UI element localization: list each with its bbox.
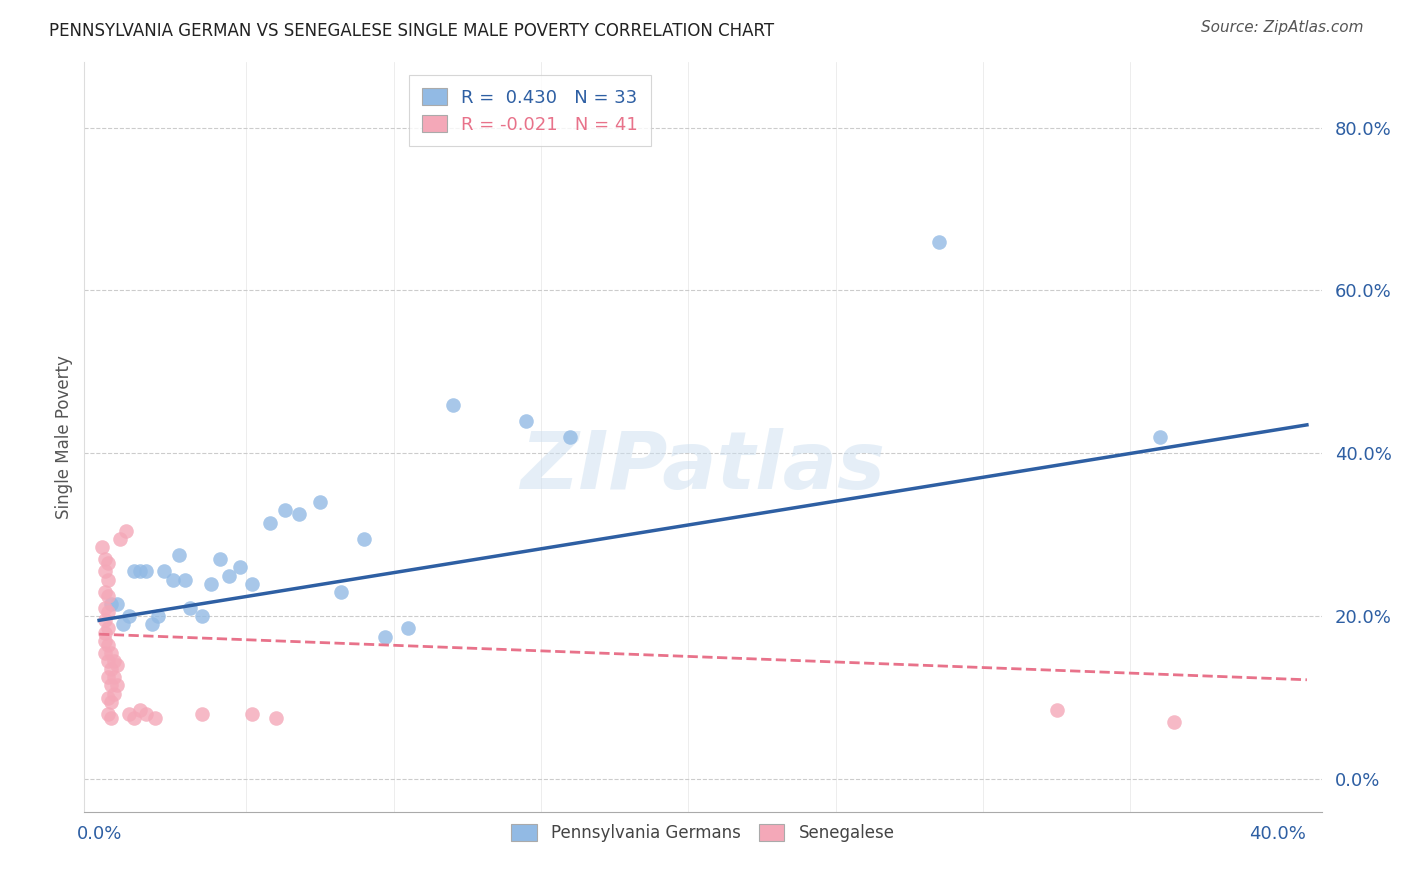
- Point: [117, 609, 139, 624]
- Point: [353, 532, 375, 546]
- Point: [100, 662, 122, 676]
- Y-axis label: Single Male Poverty: Single Male Poverty: [55, 355, 73, 519]
- Point: [105, 597, 128, 611]
- Text: ZIPatlas: ZIPatlas: [520, 428, 886, 506]
- Point: [264, 711, 287, 725]
- Point: [129, 703, 152, 717]
- Point: [259, 516, 281, 530]
- Point: [100, 646, 122, 660]
- Point: [105, 658, 128, 673]
- Point: [396, 622, 419, 636]
- Point: [167, 548, 190, 562]
- Point: [94, 565, 117, 579]
- Point: [1163, 715, 1185, 730]
- Point: [100, 711, 122, 725]
- Point: [173, 573, 195, 587]
- Point: [141, 617, 163, 632]
- Point: [153, 565, 176, 579]
- Point: [105, 678, 128, 692]
- Point: [97, 557, 120, 571]
- Point: [103, 687, 125, 701]
- Point: [94, 613, 117, 627]
- Point: [94, 584, 117, 599]
- Point: [162, 573, 184, 587]
- Point: [515, 414, 537, 428]
- Point: [94, 552, 117, 566]
- Text: PENNSYLVANIA GERMAN VS SENEGALESE SINGLE MALE POVERTY CORRELATION CHART: PENNSYLVANIA GERMAN VS SENEGALESE SINGLE…: [49, 22, 775, 40]
- Point: [94, 625, 117, 640]
- Point: [560, 430, 582, 444]
- Point: [124, 565, 146, 579]
- Point: [97, 622, 120, 636]
- Point: [240, 576, 263, 591]
- Point: [94, 601, 117, 615]
- Point: [146, 609, 169, 624]
- Point: [97, 605, 120, 619]
- Point: [329, 584, 352, 599]
- Point: [97, 589, 120, 603]
- Point: [97, 573, 120, 587]
- Point: [97, 690, 120, 705]
- Point: [100, 597, 122, 611]
- Point: [179, 601, 201, 615]
- Point: [135, 706, 157, 721]
- Point: [108, 532, 131, 546]
- Legend: Pennsylvania Germans, Senegalese: Pennsylvania Germans, Senegalese: [502, 814, 904, 851]
- Point: [114, 524, 136, 538]
- Point: [1149, 430, 1171, 444]
- Point: [200, 576, 222, 591]
- Point: [208, 552, 231, 566]
- Point: [117, 706, 139, 721]
- Point: [129, 565, 152, 579]
- Point: [124, 711, 146, 725]
- Point: [309, 495, 332, 509]
- Point: [191, 706, 214, 721]
- Point: [1045, 703, 1067, 717]
- Point: [100, 695, 122, 709]
- Point: [229, 560, 252, 574]
- Point: [135, 565, 157, 579]
- Point: [97, 654, 120, 668]
- Point: [103, 670, 125, 684]
- Point: [111, 617, 134, 632]
- Point: [273, 503, 295, 517]
- Point: [441, 397, 464, 411]
- Text: Source: ZipAtlas.com: Source: ZipAtlas.com: [1201, 20, 1364, 35]
- Point: [97, 706, 120, 721]
- Point: [97, 670, 120, 684]
- Point: [94, 646, 117, 660]
- Point: [288, 508, 311, 522]
- Point: [218, 568, 240, 582]
- Point: [374, 630, 396, 644]
- Point: [97, 638, 120, 652]
- Point: [928, 235, 950, 249]
- Point: [103, 654, 125, 668]
- Point: [94, 633, 117, 648]
- Point: [143, 711, 166, 725]
- Point: [100, 678, 122, 692]
- Point: [191, 609, 214, 624]
- Point: [240, 706, 263, 721]
- Point: [91, 540, 114, 554]
